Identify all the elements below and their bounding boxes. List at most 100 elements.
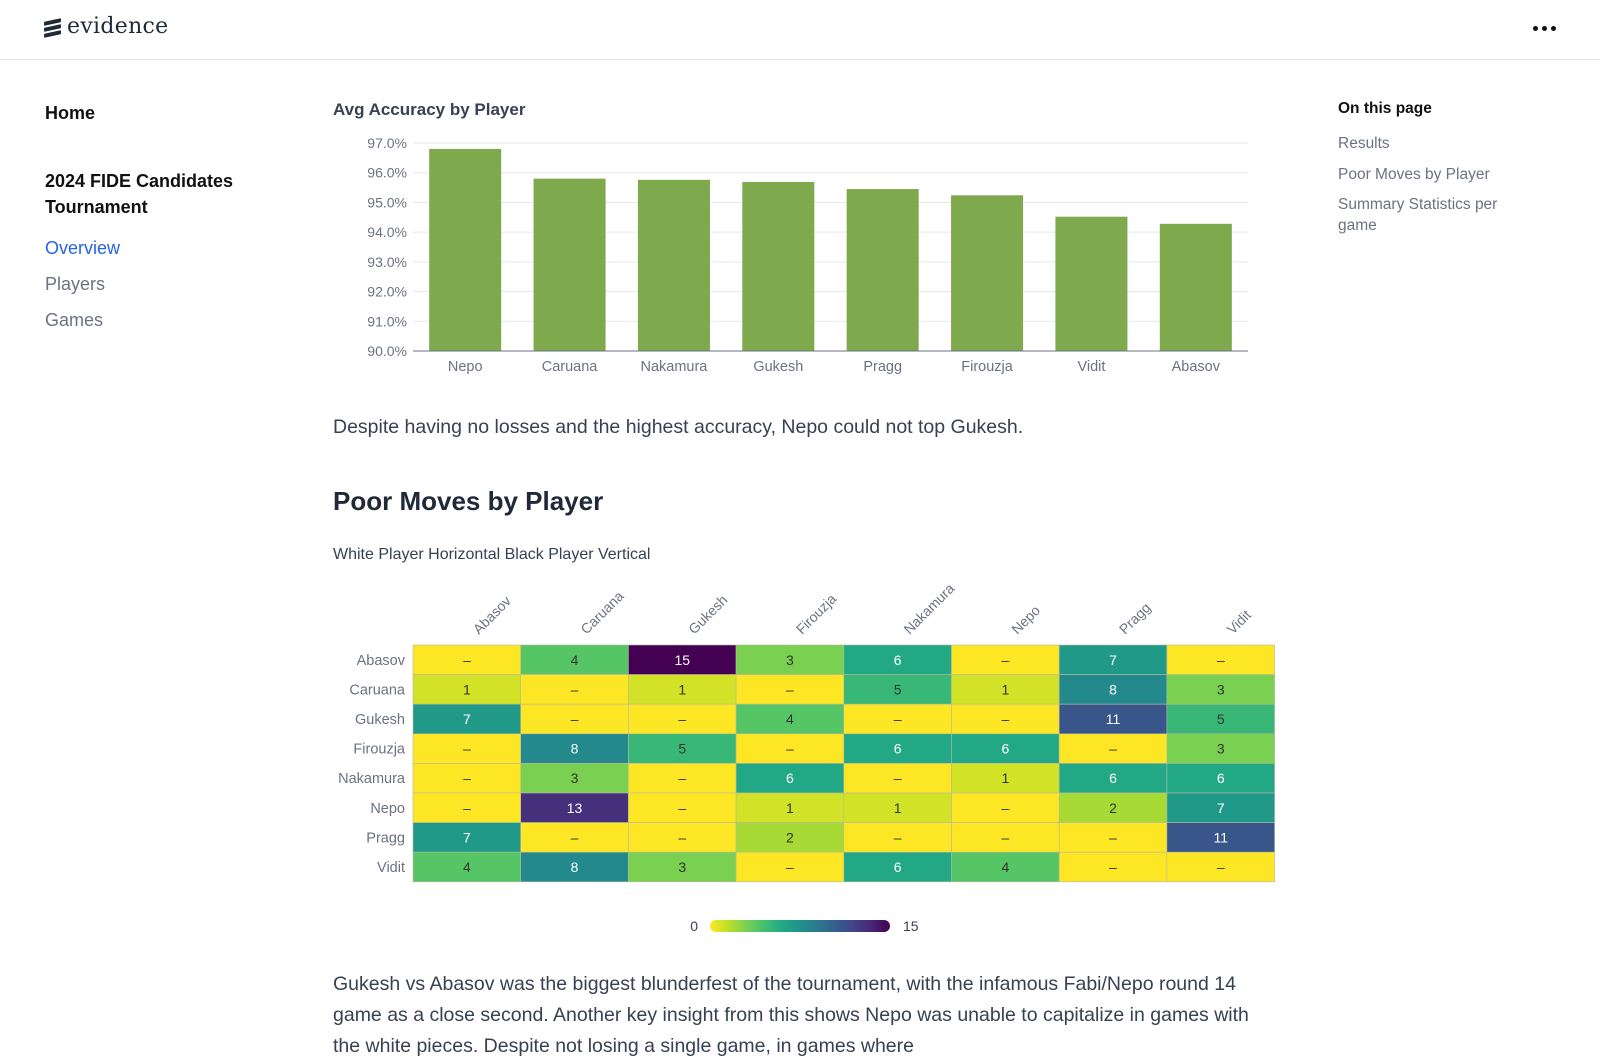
heatmap-cell-value: – [1109,829,1117,845]
bar [742,181,815,351]
sidebar-item-home[interactable]: Home [45,103,96,123]
sidebar-item-overview[interactable]: Overview [45,238,121,258]
heatmap-cell [1166,822,1275,853]
y-tick-label: 97.0% [367,135,407,151]
heatmap-cell-value: 7 [1217,800,1225,816]
heatmap-cell-value: 11 [1106,711,1121,727]
heatmap-cell-value: 6 [894,859,902,875]
heatmap-cell-value: 11 [1213,829,1228,845]
row-label: Gukesh [355,712,405,728]
heatmap-cell-value: – [1001,800,1009,816]
x-tick-label: Vidit [1077,359,1105,375]
heatmap-cell [520,703,629,735]
heatmap-cell-value: 1 [786,800,794,816]
heatmap-cell-value: – [463,652,471,668]
heatmap-cell-value: 5 [1217,711,1225,727]
heatmap-cell-value: – [1217,859,1225,875]
heatmap-cell-value: – [1001,652,1009,668]
more-menu-button[interactable] [1528,18,1560,38]
heatmap-cell [412,674,521,705]
heatmap-cell-value: – [894,829,902,845]
sidebar-section-title[interactable]: 2024 FIDE Candidates Tournament [45,171,234,217]
heatmap-cell-value: 8 [571,741,579,757]
toc-item-results[interactable]: Results [1338,135,1390,152]
column-label: Nakamura [900,580,957,637]
bar [1055,216,1128,351]
colorbar-min-label: 0 [690,918,698,934]
heatmap-cell [951,763,1060,794]
heatmap-cell [1058,763,1168,794]
evidence-logo[interactable]: evidence [44,14,169,39]
sidebar-item-players[interactable]: Players [45,274,106,294]
heatmap-cell-value: – [894,770,902,786]
heatmap-cell [735,703,845,735]
x-tick-label: Gukesh [753,359,803,375]
column-label: Caruana [577,588,626,637]
heatmap-cell [628,703,737,735]
paragraph-blunderfest: Gukesh vs Abasov was the biggest blunder… [333,973,1249,1057]
heatmap-cell [520,733,629,764]
row-label: Pragg [366,830,405,846]
heatmap-cell [412,644,521,675]
heatmap-cell-value: 7 [463,711,471,727]
heatmap-cell [412,733,521,764]
heatmap-cell-value: – [786,741,794,757]
heatmap-cell-value: 4 [1001,859,1009,875]
heatmap-cell-value: 3 [1217,741,1225,757]
heatmap-cell-value: 6 [1001,741,1009,757]
row-label: Firouzja [353,742,406,758]
heatmap-cell-value: – [678,770,686,786]
heatmap-cell-value: – [1001,711,1009,727]
heatmap-cell [1166,792,1275,823]
heatmap-cell [1166,674,1275,705]
heatmap-cell-value: – [678,829,686,845]
heatmap-cell-value: – [1109,741,1117,757]
heatmap-cell-value: 3 [1217,681,1225,697]
heatmap-cell [628,851,737,883]
heatmap-cell-value: 1 [463,681,471,697]
heatmap-cell [412,703,521,735]
heatmap-cell [520,763,629,794]
bar [533,178,606,351]
heatmap-cell [843,822,952,853]
heatmap-cell [843,733,952,764]
y-tick-label: 96.0% [367,165,407,181]
row-label: Caruana [349,682,406,698]
heatmap-cell-value: 8 [571,859,579,875]
colorbar [710,920,890,932]
heatmap-cell-value: 1 [678,681,686,697]
x-tick-label: Nakamura [640,359,708,375]
heatmap-cell [520,792,629,823]
y-tick-label: 95.0% [367,194,407,210]
chart-title: Avg Accuracy by Player [333,100,526,119]
heatmap-cell [843,674,952,705]
heatmap-cell [520,851,629,883]
y-tick-label: 92.0% [367,284,407,300]
heatmap-cell-value: 4 [786,711,794,727]
heatmap-cell [735,763,845,794]
x-tick-label: Nepo [448,359,483,375]
heatmap-cell-value: – [571,681,579,697]
logo-icon [44,17,61,38]
toc-item-summary-statistics[interactable]: Summary Statistics per game [1338,196,1498,234]
heatmap-cell-value: 1 [1001,770,1009,786]
paragraph-accuracy: Despite having no losses and the highest… [333,416,1024,438]
x-tick-label: Pragg [863,359,902,375]
heatmap-cell [1058,792,1168,823]
heatmap-cell [1166,763,1275,794]
sidebar-item-games[interactable]: Games [45,310,104,330]
bar [637,179,710,351]
heatmap-cell-value: 6 [786,770,794,786]
heatmap-cell-value: – [678,800,686,816]
toc-item-poor-moves[interactable]: Poor Moves by Player [1338,165,1490,183]
logo-text: evidence [67,14,169,39]
heatmap-cell [735,792,845,823]
x-tick-label: Abasov [1172,359,1221,375]
heatmap-cell [412,763,521,794]
heatmap-cell-value: 8 [1109,681,1117,697]
bar [1159,223,1232,351]
column-label: Pragg [1116,599,1154,637]
row-label: Nakamura [338,771,406,787]
heatmap-cell [412,822,521,853]
column-label: Nepo [1008,602,1043,637]
